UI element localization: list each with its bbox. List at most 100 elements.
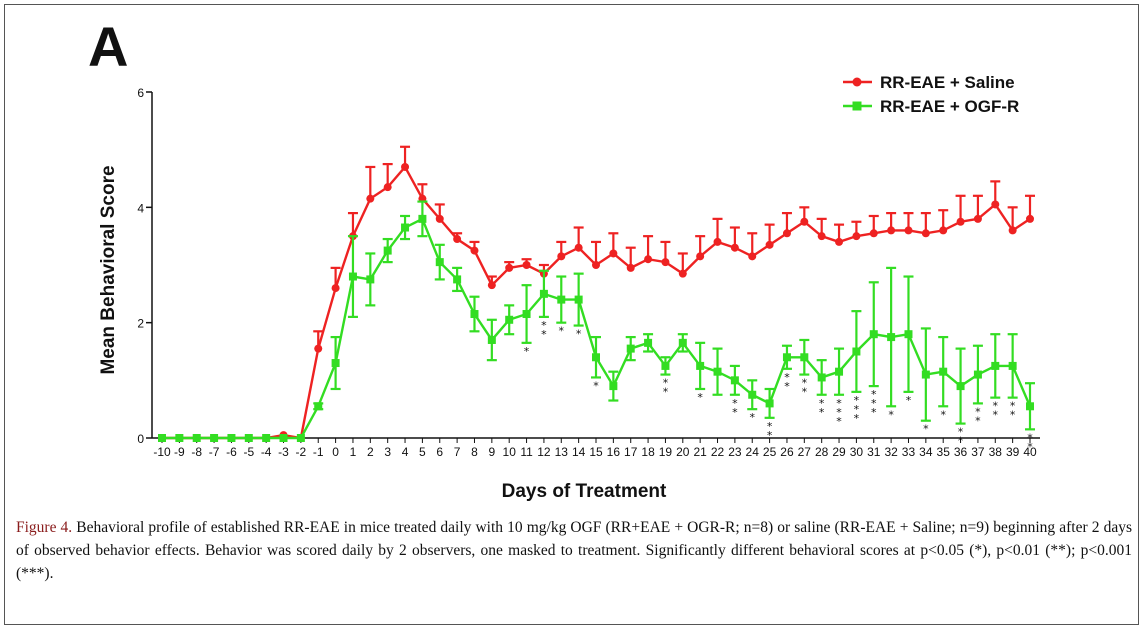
- x-tick-label: 3: [384, 445, 391, 459]
- x-tick-label: 34: [919, 445, 933, 459]
- significance-markers: *** * ** ** * ** ***** ************* ***********…: [524, 319, 1033, 453]
- x-tick-label: 10: [503, 445, 517, 459]
- data-point: [991, 361, 1000, 370]
- significance-star: *: [958, 426, 964, 439]
- x-tick-label: 1: [350, 445, 357, 459]
- data-point: [817, 373, 826, 382]
- data-point: [887, 226, 896, 235]
- data-point: [453, 235, 462, 244]
- data-point: [921, 370, 930, 379]
- significance-star: *: [524, 345, 530, 358]
- significance-star: *: [576, 328, 582, 341]
- significance-star: *: [1027, 431, 1033, 444]
- data-point: [661, 258, 670, 267]
- significance-star: *: [1010, 400, 1016, 413]
- significance-star: *: [836, 397, 842, 410]
- series-saline: [158, 145, 1035, 442]
- x-tick-label: -10: [153, 445, 171, 459]
- data-point: [175, 434, 184, 442]
- data-point: [401, 223, 410, 232]
- x-tick-label: -6: [226, 445, 237, 459]
- data-point: [626, 263, 635, 272]
- data-point: [904, 226, 913, 235]
- x-tick-label: 27: [798, 445, 812, 459]
- data-point: [852, 347, 861, 356]
- data-point: [592, 353, 600, 362]
- data-point: [1008, 226, 1017, 235]
- data-point: [383, 183, 392, 192]
- data-point: [956, 217, 965, 226]
- significance-star: *: [871, 397, 877, 410]
- data-point: [782, 229, 791, 238]
- data-point: [939, 226, 948, 235]
- significance-star: *: [854, 403, 860, 416]
- legend-item: RR-EAE + OGF-R: [843, 97, 1019, 116]
- significance-star: *: [541, 328, 547, 341]
- x-tick-label: 8: [471, 445, 478, 459]
- y-tick-label: 4: [137, 201, 144, 215]
- x-tick-label: 35: [937, 445, 951, 459]
- data-point: [383, 246, 392, 255]
- x-tick-label: 18: [641, 445, 655, 459]
- x-tick-label: 4: [402, 445, 409, 459]
- x-tick-label: 19: [659, 445, 673, 459]
- significance-star: *: [593, 379, 599, 392]
- legend-label: RR-EAE + OGF-R: [880, 97, 1019, 116]
- significance-star: *: [541, 319, 547, 332]
- significance-star: *: [854, 412, 860, 425]
- data-point: [852, 232, 861, 241]
- data-point: [748, 390, 757, 399]
- x-tick-label: 6: [436, 445, 443, 459]
- significance-star: *: [802, 386, 808, 399]
- data-point: [592, 261, 600, 269]
- data-point: [262, 434, 271, 442]
- significance-star: *: [559, 325, 565, 338]
- x-tick-label: 37: [971, 445, 985, 459]
- data-point: [435, 214, 444, 223]
- data-point: [713, 367, 722, 376]
- x-tick-label: 29: [832, 445, 846, 459]
- x-tick-label: 38: [989, 445, 1003, 459]
- significance-star: *: [732, 397, 738, 410]
- x-tick-label: 15: [589, 445, 603, 459]
- significance-star: *: [975, 405, 981, 418]
- x-tick-label: 28: [815, 445, 829, 459]
- significance-star: *: [819, 406, 825, 419]
- x-tick-label: 30: [850, 445, 864, 459]
- data-point: [765, 240, 774, 249]
- data-point: [522, 261, 531, 269]
- x-tick-label: 22: [711, 445, 725, 459]
- data-point: [470, 310, 479, 319]
- data-point: [626, 344, 635, 353]
- significance-star: *: [802, 377, 808, 390]
- data-point: [713, 237, 722, 246]
- significance-star: *: [836, 406, 842, 419]
- data-point: [470, 246, 479, 255]
- panel-label: A: [88, 15, 129, 78]
- data-point: [314, 402, 323, 411]
- data-point: [973, 214, 982, 223]
- x-tick-label: 32: [884, 445, 898, 459]
- data-point: [609, 249, 618, 258]
- x-tick-label: -3: [278, 445, 289, 459]
- data-point: [244, 434, 253, 442]
- data-point: [782, 353, 791, 362]
- significance-star: *: [819, 397, 825, 410]
- significance-star: *: [888, 408, 894, 421]
- caption-text: Behavioral profile of established RR-EAE…: [16, 519, 1133, 582]
- x-tick-label: 2: [367, 445, 374, 459]
- data-point: [487, 281, 496, 290]
- data-point: [557, 295, 566, 304]
- x-tick-label: 5: [419, 445, 426, 459]
- data-point: [1026, 402, 1034, 411]
- caption-label: Figure 4.: [16, 519, 73, 536]
- data-point: [453, 275, 462, 284]
- legend: RR-EAE + Saline RR-EAE + OGF-R: [843, 73, 1019, 116]
- data-point: [835, 367, 844, 376]
- x-tick-label: 17: [624, 445, 638, 459]
- x-tick-label: 31: [867, 445, 881, 459]
- data-point: [487, 335, 496, 344]
- x-tick-label: -2: [296, 445, 307, 459]
- significance-star: *: [1010, 409, 1016, 422]
